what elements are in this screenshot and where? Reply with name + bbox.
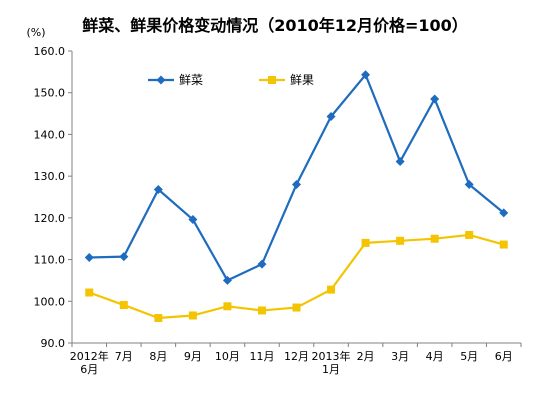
legend-swatch-marker bbox=[156, 75, 166, 85]
data-point bbox=[396, 236, 405, 245]
x-tick-label: 2月 bbox=[357, 350, 375, 363]
data-point bbox=[154, 313, 163, 322]
data-point bbox=[257, 306, 266, 315]
data-point bbox=[188, 311, 197, 320]
data-point bbox=[499, 240, 508, 249]
x-tick-label: 4月 bbox=[426, 350, 444, 363]
y-axis-unit: (%) bbox=[26, 26, 45, 39]
series-1 bbox=[84, 70, 509, 285]
x-tick-label: 10月 bbox=[215, 350, 240, 363]
x-tick-label: 6月 bbox=[495, 350, 513, 363]
data-point bbox=[292, 303, 301, 312]
y-tick-label: 110.0 bbox=[34, 254, 66, 267]
series-line bbox=[89, 73, 505, 282]
data-point bbox=[499, 208, 509, 218]
data-point bbox=[119, 301, 128, 310]
x-tick-label: 2013年 1月 bbox=[312, 349, 351, 376]
data-point bbox=[223, 302, 232, 311]
x-axis-ticks: 2012年 6月 7月 8月 9月 10月 11月 12月 2013年 1月 2月 3月 4月 5月 6月 bbox=[70, 343, 522, 376]
data-point bbox=[153, 184, 163, 194]
axes bbox=[71, 51, 521, 344]
data-point bbox=[292, 179, 301, 189]
y-axis-ticks: 90.0 100.0 110.0 120.0 130.0 140.0 150.0 160.0 bbox=[34, 45, 72, 350]
y-tick-label: 90.0 bbox=[41, 337, 66, 350]
data-point bbox=[465, 230, 474, 239]
y-tick-label: 130.0 bbox=[34, 170, 66, 183]
x-tick-label: 7月 bbox=[115, 350, 133, 363]
legend-swatch-marker bbox=[268, 76, 276, 84]
x-tick-label: 8月 bbox=[149, 350, 167, 363]
x-tick-label: 2012年 6月 bbox=[70, 349, 109, 376]
y-tick-label: 140.0 bbox=[34, 128, 66, 141]
data-point bbox=[84, 252, 94, 262]
legend-item: 鲜菜 bbox=[148, 73, 203, 87]
data-point bbox=[326, 111, 336, 121]
y-tick-label: 100.0 bbox=[34, 295, 66, 308]
x-tick-label: 9月 bbox=[184, 350, 202, 363]
data-point bbox=[361, 238, 370, 247]
data-point bbox=[430, 234, 439, 243]
data-point bbox=[395, 157, 405, 167]
x-tick-label: 12月 bbox=[284, 350, 309, 363]
legend-item: 鲜果 bbox=[259, 73, 314, 87]
data-point bbox=[188, 215, 198, 225]
x-tick-label: 5月 bbox=[460, 350, 478, 363]
y-tick-label: 120.0 bbox=[34, 212, 66, 225]
data-point bbox=[464, 179, 474, 189]
data-point bbox=[119, 252, 129, 262]
data-point bbox=[327, 285, 336, 294]
legend-label: 鲜果 bbox=[290, 73, 314, 87]
x-tick-label: 11月 bbox=[249, 350, 274, 363]
series-2 bbox=[85, 230, 508, 322]
data-point bbox=[222, 275, 232, 285]
y-tick-label: 160.0 bbox=[34, 45, 66, 58]
data-point bbox=[430, 94, 440, 104]
chart-title: 鲜菜、鲜果价格变动情况（2010年12月价格=100） bbox=[82, 16, 468, 35]
legend-label: 鲜菜 bbox=[179, 73, 203, 87]
series-layer bbox=[84, 70, 509, 322]
y-tick-label: 150.0 bbox=[34, 87, 66, 100]
data-point bbox=[85, 288, 94, 297]
data-point bbox=[361, 70, 371, 80]
data-point bbox=[257, 259, 267, 269]
legend: 鲜菜 鲜果 bbox=[148, 73, 314, 87]
x-tick-label: 3月 bbox=[391, 350, 409, 363]
